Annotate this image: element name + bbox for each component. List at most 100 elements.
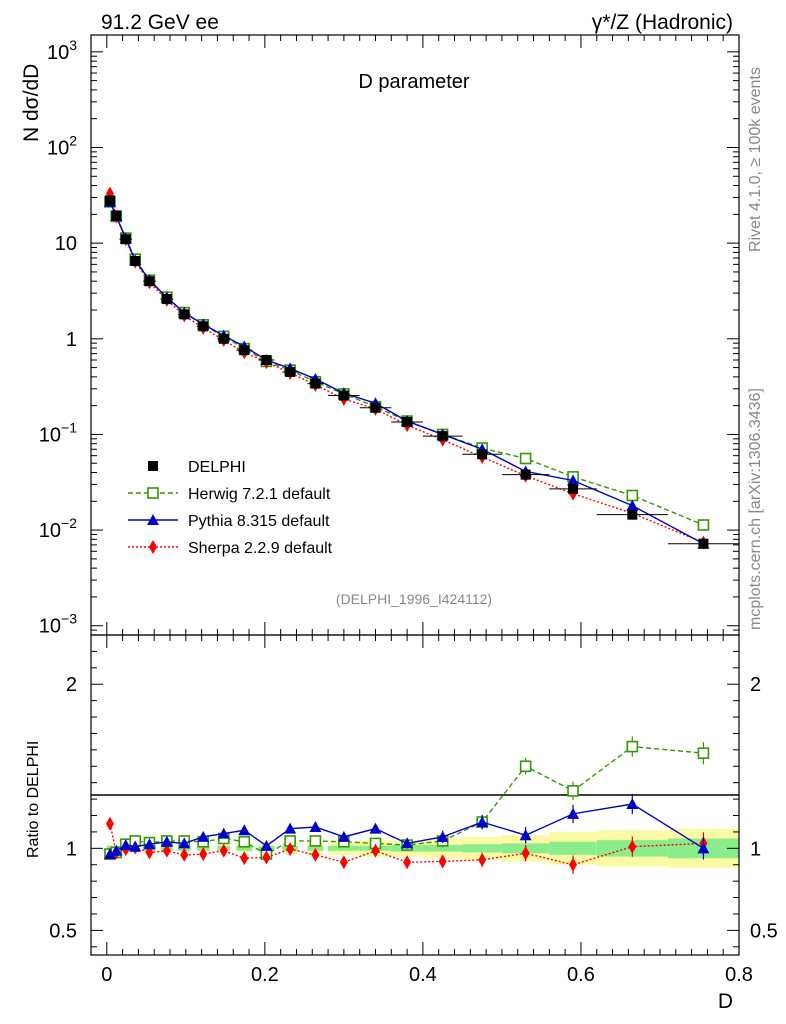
ratio-point — [371, 843, 380, 858]
ratio-point — [521, 846, 530, 861]
main-series — [103, 186, 739, 550]
header-left: 91.2 GeV ee — [101, 11, 219, 34]
data-point — [626, 499, 639, 511]
data-point — [519, 452, 532, 465]
data-point — [402, 416, 413, 427]
x-tick-label: 0 — [101, 964, 112, 986]
data-point — [198, 321, 209, 332]
mcplots-caption: mcplots.cern.ch [arXiv:1306.3436] — [747, 388, 764, 630]
main-minor-ticks — [91, 55, 739, 636]
y-tick-label-exp: −3 — [61, 611, 77, 627]
ratio-point — [105, 816, 114, 831]
data-point — [111, 210, 122, 221]
series-line — [109, 201, 704, 526]
y-axis-label-main: N dσ/dD — [20, 64, 43, 142]
data-point — [627, 509, 638, 520]
legend-marker — [149, 540, 157, 554]
ratio-point — [628, 839, 637, 854]
data-point — [626, 489, 639, 502]
data-point — [520, 469, 531, 480]
header-right-suffix: (Hadronic) — [629, 11, 733, 34]
ratio-tick-label-right: 1 — [750, 838, 761, 860]
ratio-point — [110, 844, 123, 856]
ratio-point — [180, 847, 189, 862]
ratio-point — [238, 835, 251, 848]
data-point — [697, 519, 710, 531]
ratio-point — [403, 855, 412, 870]
y-tick-label-exp: −1 — [61, 419, 77, 435]
x-tick-label: 0.2 — [251, 964, 279, 986]
ratio-line — [109, 803, 704, 855]
y-axis-label-ratio: Ratio to DELPHI — [25, 741, 42, 858]
ratio-point — [119, 839, 132, 851]
ratio-tick-label-left: 0.5 — [49, 920, 77, 942]
x-axis-ticks — [106, 35, 740, 955]
legend-label: DELPHI — [188, 459, 246, 476]
ratio-point — [309, 835, 322, 847]
y-tick-label: 10−3 — [39, 611, 77, 638]
data-point — [104, 195, 115, 206]
data-point — [218, 333, 229, 344]
series-delphi — [104, 195, 739, 549]
ratio-frame — [90, 634, 740, 956]
data-point — [477, 449, 488, 460]
data-point — [437, 431, 448, 442]
ratio-point — [697, 747, 710, 759]
series-line — [109, 193, 704, 544]
inner-band-bin — [422, 845, 463, 852]
y-tick-label: 102 — [47, 132, 77, 159]
legend: DELPHI Herwig 7.2.1 default Pythia 8.315 d… — [128, 459, 333, 557]
ratio-point — [262, 850, 271, 865]
ratio-tick-label-right: 0.5 — [750, 920, 778, 942]
legend-entry: Sherpa 2.2.9 default — [128, 540, 333, 557]
data-point — [285, 366, 296, 377]
ratio-point — [567, 807, 580, 819]
legend-marker — [147, 487, 159, 499]
ratio-point — [369, 822, 382, 834]
ratio-tick-label-left: 1 — [66, 838, 77, 860]
ratio-point — [569, 857, 578, 872]
ratio-point — [519, 829, 532, 841]
ratio-point — [143, 838, 156, 850]
ratio-point — [436, 830, 449, 842]
data-point — [239, 345, 250, 356]
ratio-ticks — [91, 650, 739, 948]
inner-band-bin — [328, 845, 360, 851]
legend-entry: DELPHI — [148, 459, 246, 476]
header-right: γ*/Z (Hadronic) — [592, 11, 733, 34]
ratio-point — [240, 851, 249, 866]
plot-title: D parameter — [358, 71, 469, 93]
ratio-point — [178, 837, 191, 849]
ratio-point — [438, 854, 447, 869]
data-point — [179, 309, 190, 320]
data-point — [144, 276, 155, 287]
ratio-point — [697, 842, 710, 854]
y-tick-label: 103 — [47, 37, 77, 64]
ratio-point — [284, 822, 297, 834]
y-tick-label-exp: −2 — [61, 515, 77, 531]
y-tick-label-base: 10 — [39, 424, 61, 446]
ratio-point — [401, 837, 414, 849]
data-point — [261, 355, 272, 366]
ratio-point — [238, 824, 251, 836]
y-tick-label: 10 — [55, 233, 77, 255]
ratio-point — [286, 842, 295, 857]
rivet-caption: Rivet 4.1.0, ≥ 100k events — [747, 67, 764, 252]
data-point — [567, 474, 580, 486]
ratio-point — [309, 821, 322, 832]
ratio-point — [311, 847, 320, 862]
data-point — [568, 483, 579, 494]
ratio-line — [109, 745, 704, 855]
y-tick-label: 1 — [66, 329, 77, 351]
ratio-point — [339, 855, 348, 870]
legend-entry: Herwig 7.2.1 default — [128, 486, 331, 503]
data-point — [120, 234, 131, 245]
y-tick-label-base: 10 — [47, 42, 69, 64]
inner-band-bin — [462, 844, 502, 853]
x-axis-tick-labels: 0 0.2 0.4 0.6 0.8 — [101, 964, 753, 986]
y-tick-label: 10−2 — [39, 515, 77, 542]
ratio-point — [219, 843, 228, 858]
ratio-point — [478, 852, 487, 867]
